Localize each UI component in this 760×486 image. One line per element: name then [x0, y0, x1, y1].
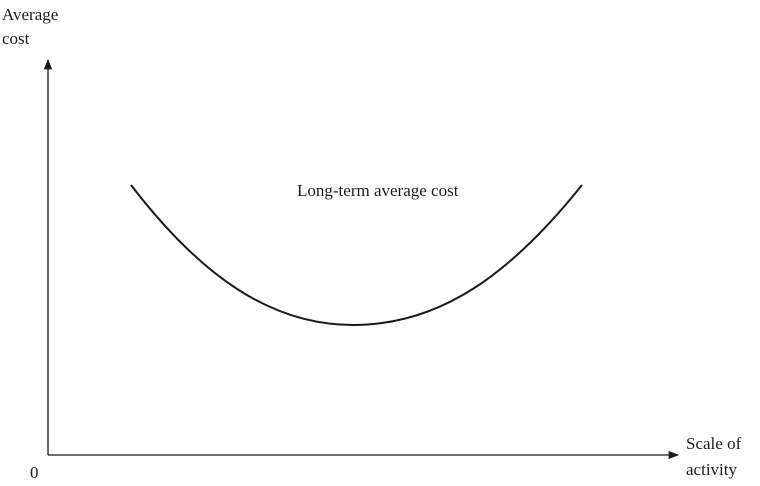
cost-curve: [130, 184, 583, 327]
x-axis-label: Scale of: [686, 434, 742, 453]
curve-label: Long-term average cost: [297, 181, 459, 200]
origin-label: 0: [30, 463, 39, 482]
x-axis-label: activity: [686, 460, 737, 479]
y-axis-label: Average: [2, 5, 58, 24]
y-axis-label: cost: [2, 29, 30, 48]
